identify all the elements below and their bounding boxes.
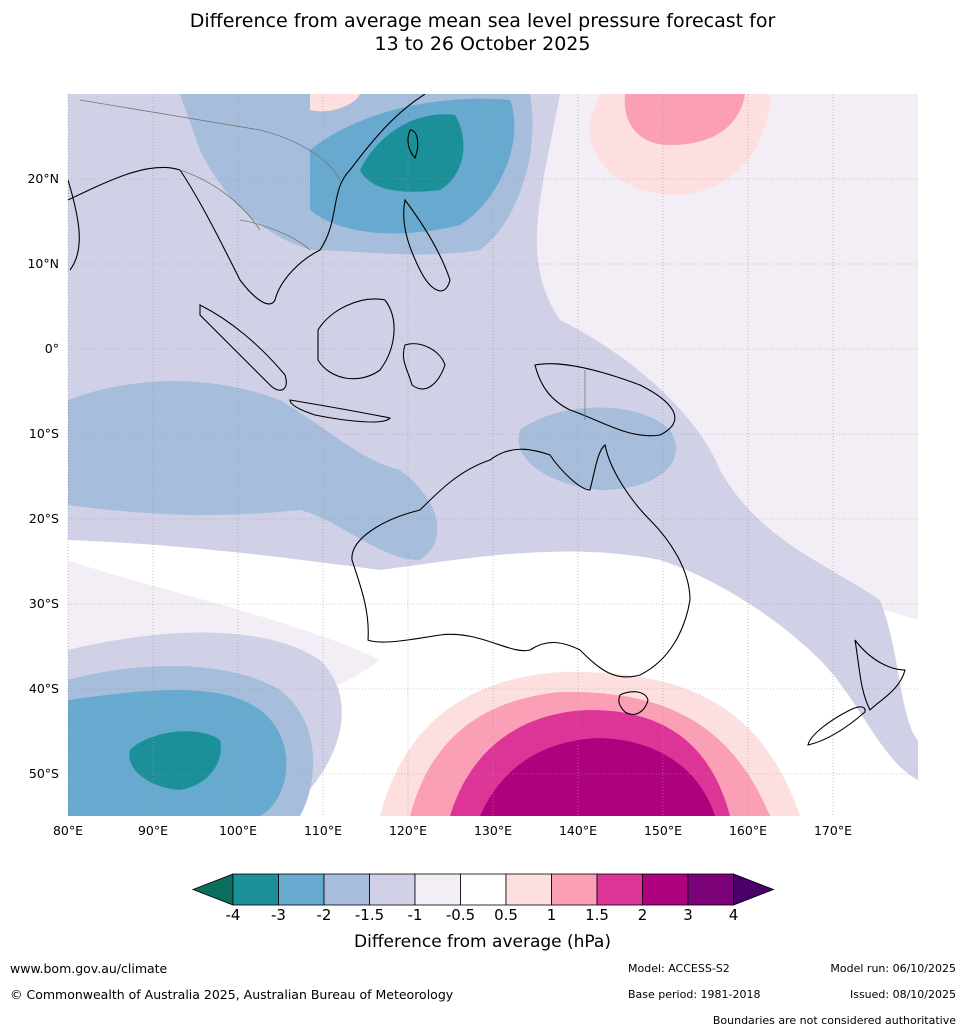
australia-coast: [351, 444, 691, 678]
colorbar-swatch: [687, 873, 734, 906]
colorbar-swatch: [596, 873, 643, 906]
philippines-coast: [403, 198, 451, 292]
colorbar-tick-label: 0.5: [494, 906, 518, 924]
colorbar: [191, 873, 775, 906]
colorbar-swatch: [278, 873, 325, 906]
colorbar-tick-label: -1.5: [354, 906, 385, 924]
colorbar-swatch: [369, 873, 416, 906]
colorbar-swatch: [642, 873, 689, 906]
country-boundaries: [79, 99, 586, 420]
latitude-label: 20°S: [28, 511, 59, 526]
chart-title: Difference from average mean sea level p…: [0, 10, 965, 56]
sulawesi-coast: [402, 343, 446, 390]
latitude-label: 10°S: [28, 426, 59, 441]
longitude-label: 140°E: [558, 823, 597, 838]
colorbar-tick-label: -2: [316, 906, 332, 924]
colorbar-swatch: [414, 873, 461, 906]
footer-website[interactable]: www.bom.gov.au/climate: [10, 961, 168, 976]
anomaly-band-plus-1-north: [624, 94, 745, 145]
colorbar-tick-label: -0.5: [445, 906, 476, 924]
latitude-label: 30°S: [28, 596, 59, 611]
longitude-label: 120°E: [388, 823, 427, 838]
footer-disclaimer: Boundaries are not considered authoritat…: [712, 1014, 956, 1027]
longitude-label: 100°E: [218, 823, 257, 838]
anomaly-band-minus-3-southwest: [129, 731, 221, 790]
coastlines: [68, 94, 906, 746]
footer-issued: Issued: 08/10/2025: [849, 988, 956, 1001]
colorbar-tick-label: 4: [728, 906, 739, 924]
colorbar-swatch: [323, 873, 370, 906]
title-line-2: 13 to 26 October 2025: [374, 33, 591, 55]
colorbar-tick-label: 1.5: [585, 906, 609, 924]
colorbar-tick-label: 1: [546, 906, 557, 924]
title-line-1: Difference from average mean sea level p…: [189, 10, 776, 32]
colorbar-tick-label: 2: [637, 906, 648, 924]
asia-borders: [79, 99, 586, 420]
colorbar-tick-label: -3: [271, 906, 286, 924]
anomaly-band-minus-1-5-west: [68, 381, 438, 560]
footer-model: Model: ACCESS-S2: [628, 962, 730, 975]
longitude-label: 110°E: [303, 823, 342, 838]
anomaly-band-minus-1-5-coral-sea: [518, 407, 677, 490]
footer-copyright: © Commonwealth of Australia 2025, Austra…: [10, 987, 454, 1002]
tasmania-coast: [618, 691, 649, 715]
new-guinea-coast: [534, 363, 676, 437]
new-zealand-south-coast: [807, 706, 866, 746]
colorbar-tick-label: -4: [225, 906, 241, 924]
longitude-label: 170°E: [813, 823, 852, 838]
anomaly-band-plus-0-5-small: [310, 94, 360, 112]
colorbar-arrow-high: [733, 873, 775, 906]
latitude-label: 40°S: [28, 681, 59, 696]
colorbar-tick-label: -1: [407, 906, 423, 924]
longitude-label: 130°E: [473, 823, 512, 838]
mainland-asia-coast: [68, 94, 426, 305]
latitude-label: 20°N: [27, 171, 59, 186]
colorbar-tick-label: 3: [683, 906, 693, 924]
colorbar-swatch: [232, 873, 279, 906]
longitude-label: 80°E: [52, 823, 84, 838]
colorbar-swatch: [551, 873, 598, 906]
taiwan-coast: [407, 129, 419, 160]
footer-model-run: Model run: 06/10/2025: [830, 962, 956, 975]
colorbar-arrow-low: [191, 873, 234, 906]
longitude-label: 90°E: [137, 823, 169, 838]
latitude-label: 10°N: [27, 256, 59, 271]
india-coast: [68, 179, 80, 271]
java-coast: [289, 399, 391, 423]
sumatra-coast: [199, 304, 287, 391]
longitude-label: 150°E: [643, 823, 682, 838]
graticule: [67, 94, 918, 816]
colorbar-swatch: [505, 873, 552, 906]
colorbar-swatch: [460, 873, 507, 906]
anomaly-band-plus-2-south: [480, 738, 715, 816]
new-zealand-north-coast: [854, 639, 906, 711]
latitude-label: 0°: [44, 341, 59, 356]
footer-base-period: Base period: 1981-2018: [628, 988, 761, 1001]
borneo-coast: [317, 298, 395, 380]
longitude-label: 160°E: [728, 823, 767, 838]
colorbar-title: Difference from average (hPa): [354, 932, 611, 952]
latitude-label: 50°S: [28, 766, 59, 781]
